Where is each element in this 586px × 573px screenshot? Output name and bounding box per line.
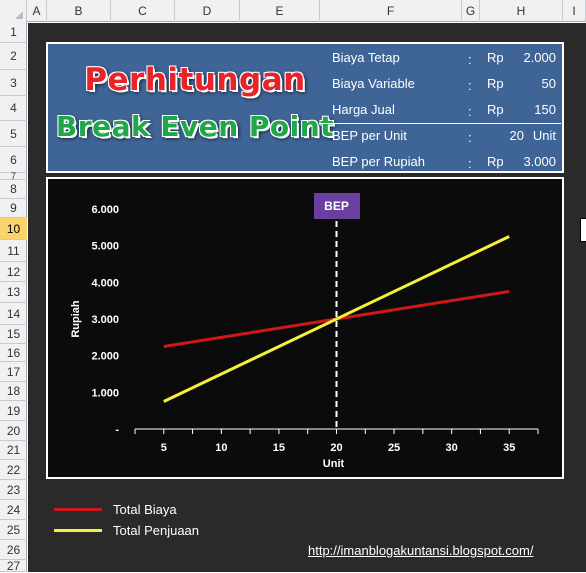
title-line-1: Perhitungan — [84, 62, 306, 98]
x-tick-label: 20 — [330, 442, 342, 454]
y-tick-label: 2.000 — [91, 351, 119, 363]
x-tick-label: 5 — [161, 442, 167, 454]
summary-panel: Perhitungan Break Even Point Biaya Tetap… — [46, 42, 564, 173]
row-header-12[interactable]: 12 — [0, 262, 27, 282]
param-sep: : — [468, 52, 472, 67]
result-value-bep-rupiah: 3.000 — [523, 154, 556, 169]
result-label-bep-unit: BEP per Unit — [332, 128, 407, 143]
row-header-18[interactable]: 18 — [0, 382, 27, 401]
row-header-6[interactable]: 6 — [0, 147, 27, 173]
x-tick-label: 25 — [388, 442, 400, 454]
column-header-i[interactable]: I — [563, 0, 586, 22]
blog-link[interactable]: http://imanblogakuntansi.blogspot.com/ — [308, 543, 534, 558]
x-tick-label: 30 — [446, 442, 458, 454]
param-value-biaya-tetap: 2.000 — [523, 50, 556, 65]
row-header-11[interactable]: 11 — [0, 240, 27, 262]
y-axis-title: Rupiah — [70, 300, 82, 338]
row-header-17[interactable]: 17 — [0, 362, 27, 382]
param-label-harga-jual: Harga Jual — [332, 102, 395, 117]
bep-marker-label: BEP — [313, 193, 360, 219]
y-tick-label: 5.000 — [91, 241, 119, 253]
legend-swatch-total-biaya — [54, 508, 102, 511]
param-sep: : — [468, 104, 472, 119]
row-header-5[interactable]: 5 — [0, 121, 27, 147]
param-label-biaya-variable: Biaya Variable — [332, 76, 415, 91]
row-header-25[interactable]: 25 — [0, 520, 27, 540]
panel-divider — [319, 123, 561, 124]
row-header-26[interactable]: 26 — [0, 540, 27, 560]
param-label-biaya-tetap: Biaya Tetap — [332, 50, 400, 65]
param-value-harga-jual: 150 — [534, 102, 556, 117]
result-label-bep-rupiah: BEP per Rupiah — [332, 154, 425, 169]
column-header-a[interactable]: A — [27, 0, 47, 22]
param-currency: Rp — [487, 102, 504, 117]
y-tick-label: 6.000 — [91, 204, 119, 216]
row-header-19[interactable]: 19 — [0, 401, 27, 421]
row-header-15[interactable]: 15 — [0, 325, 27, 344]
column-header-b[interactable]: B — [47, 0, 111, 22]
bep-chart[interactable]: 5 10 15 20 25 30 35 - 1.000 2.000 3.000 4.000 5.000 6… — [46, 177, 564, 479]
row-header-23[interactable]: 23 — [0, 480, 27, 500]
column-header-c[interactable]: C — [111, 0, 175, 22]
result-value-bep-unit: 20 — [509, 128, 524, 143]
row-header-3[interactable]: 3 — [0, 70, 27, 96]
row-header-13[interactable]: 13 — [0, 282, 27, 303]
param-sep: : — [468, 78, 472, 93]
row-header-bar: 1 2 3 4 5 6 7 8 9 10 11 12 13 14 15 16 17 18 19 20 21 22 23 24 2… — [0, 22, 27, 572]
row-header-1[interactable]: 1 — [0, 22, 27, 43]
row-header-2[interactable]: 2 — [0, 43, 27, 70]
row-header-14[interactable]: 14 — [0, 303, 27, 325]
result-currency: Rp — [487, 154, 504, 169]
param-currency: Rp — [487, 76, 504, 91]
row-header-10[interactable]: 10 — [0, 218, 27, 240]
row-header-24[interactable]: 24 — [0, 500, 27, 520]
result-sep: : — [468, 156, 472, 171]
column-header-e[interactable]: E — [240, 0, 320, 22]
result-unit-label: Unit — [532, 128, 556, 143]
column-header-g[interactable]: G — [462, 0, 480, 22]
y-tick-label: 1.000 — [91, 387, 119, 399]
y-tick-label: - — [115, 424, 119, 436]
legend-label-total-penjuaan: Total Penjuaan — [113, 523, 200, 538]
x-tick-label: 15 — [273, 442, 285, 454]
row-header-22[interactable]: 22 — [0, 460, 27, 480]
x-tick-label: 35 — [503, 442, 515, 454]
series-line-total-penjuaan — [163, 235, 510, 403]
select-all-corner[interactable] — [0, 0, 27, 22]
column-header-h[interactable]: H — [480, 0, 563, 22]
param-value-biaya-variable: 50 — [541, 76, 556, 91]
column-header-d[interactable]: D — [175, 0, 240, 22]
legend-swatch-total-penjuaan — [54, 529, 102, 532]
x-axis-title: Unit — [323, 458, 345, 470]
x-tick-label: 10 — [215, 442, 227, 454]
row-header-27[interactable]: 27 — [0, 560, 27, 572]
scroll-edge — [580, 218, 586, 242]
row-header-21[interactable]: 21 — [0, 441, 27, 460]
row-header-20[interactable]: 20 — [0, 421, 27, 441]
row-header-4[interactable]: 4 — [0, 96, 27, 121]
title-line-2: Break Even Point — [55, 110, 335, 143]
row-header-8[interactable]: 8 — [0, 180, 27, 199]
y-tick-label: 3.000 — [91, 314, 119, 326]
row-header-7[interactable]: 7 — [0, 172, 27, 181]
column-header-f[interactable]: F — [320, 0, 462, 22]
legend-label-total-biaya: Total Biaya — [113, 502, 177, 517]
row-header-16[interactable]: 16 — [0, 344, 27, 362]
y-tick-label: 4.000 — [91, 277, 119, 289]
chart-svg: 5 10 15 20 25 30 35 - 1.000 2.000 3.000 4.000 5.000 6… — [70, 204, 539, 470]
row-header-9[interactable]: 9 — [0, 199, 27, 218]
result-sep: : — [468, 130, 472, 145]
param-currency: Rp — [487, 50, 504, 65]
